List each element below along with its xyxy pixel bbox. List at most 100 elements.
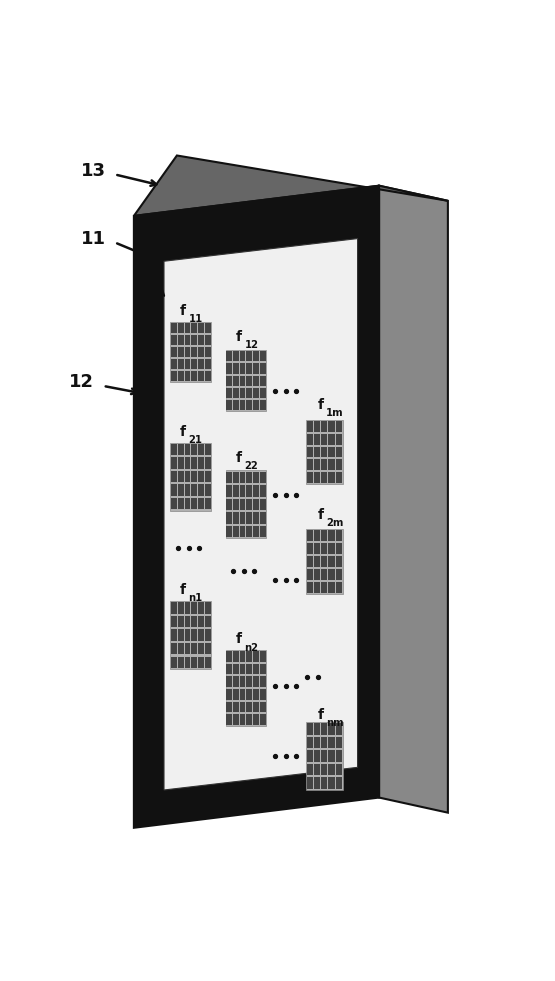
Bar (171, 471, 176, 483)
Bar (260, 701, 266, 712)
Bar (246, 689, 252, 699)
Bar (185, 443, 190, 455)
Bar (178, 630, 184, 641)
Bar (198, 471, 204, 483)
Bar (185, 656, 190, 668)
Bar (336, 556, 342, 567)
Bar (178, 347, 184, 357)
Bar (198, 335, 204, 345)
Bar (329, 434, 335, 444)
Text: nm: nm (326, 718, 344, 728)
Polygon shape (379, 185, 448, 812)
Bar (240, 399, 245, 410)
Bar (226, 387, 232, 397)
Bar (240, 689, 245, 699)
Bar (233, 498, 239, 510)
Bar (253, 714, 259, 725)
Bar (171, 443, 176, 455)
Bar (314, 434, 320, 444)
Text: 11: 11 (80, 230, 105, 247)
Bar (314, 569, 320, 580)
Bar (321, 472, 327, 483)
Bar (205, 471, 211, 483)
Bar (191, 443, 197, 455)
Bar (329, 421, 335, 432)
Bar (321, 750, 327, 761)
Polygon shape (164, 238, 357, 790)
Bar (171, 457, 176, 469)
Bar (191, 616, 197, 627)
Bar (246, 664, 252, 674)
Bar (253, 363, 259, 374)
Bar (306, 434, 312, 444)
Bar (198, 347, 204, 357)
Bar (233, 677, 239, 687)
Bar (170, 442, 211, 510)
Bar (321, 723, 327, 735)
Bar (336, 582, 342, 593)
Bar (233, 689, 239, 699)
Polygon shape (134, 155, 448, 216)
Bar (314, 737, 320, 749)
Bar (205, 643, 211, 654)
Bar (260, 399, 266, 410)
Bar (191, 602, 197, 614)
Bar (240, 498, 245, 510)
Text: n1: n1 (189, 594, 203, 603)
Bar (240, 651, 245, 662)
Bar (185, 347, 190, 357)
Bar (185, 457, 190, 469)
Bar (260, 472, 266, 483)
Bar (226, 664, 232, 674)
Bar (185, 616, 190, 627)
Bar (226, 651, 232, 662)
Bar (240, 677, 245, 687)
Bar (336, 764, 342, 775)
Bar (205, 616, 211, 627)
Bar (191, 323, 197, 333)
Text: $\mathbf{f}$: $\mathbf{f}$ (317, 397, 325, 412)
Bar (178, 359, 184, 369)
Bar (171, 347, 176, 357)
Bar (329, 737, 335, 749)
Bar (178, 498, 184, 509)
Bar (198, 485, 204, 495)
Bar (205, 359, 211, 369)
Bar (171, 485, 176, 495)
Bar (321, 778, 327, 789)
Bar (205, 347, 211, 357)
Bar (240, 363, 245, 374)
Bar (314, 531, 320, 542)
Bar (336, 434, 342, 444)
Bar (185, 602, 190, 614)
Bar (253, 512, 259, 524)
Bar (336, 569, 342, 580)
Bar (240, 376, 245, 386)
Text: 22: 22 (244, 461, 258, 471)
Bar (191, 485, 197, 495)
Bar (198, 371, 204, 382)
Bar (306, 556, 312, 567)
Bar (198, 498, 204, 509)
Bar (171, 359, 176, 369)
Bar (306, 750, 312, 761)
Bar (171, 498, 176, 509)
Bar (191, 498, 197, 509)
Bar (329, 459, 335, 470)
Text: 1m: 1m (326, 408, 344, 418)
Bar (198, 602, 204, 614)
Bar (336, 737, 342, 749)
Bar (171, 656, 176, 668)
Bar (260, 387, 266, 397)
Bar (178, 485, 184, 495)
Bar (205, 335, 211, 345)
Bar (321, 582, 327, 593)
Bar (246, 526, 252, 538)
Bar (171, 602, 176, 614)
Bar (306, 530, 342, 594)
Bar (226, 351, 232, 361)
Bar (178, 335, 184, 345)
Bar (306, 764, 312, 775)
Bar (314, 556, 320, 567)
Bar (314, 421, 320, 432)
